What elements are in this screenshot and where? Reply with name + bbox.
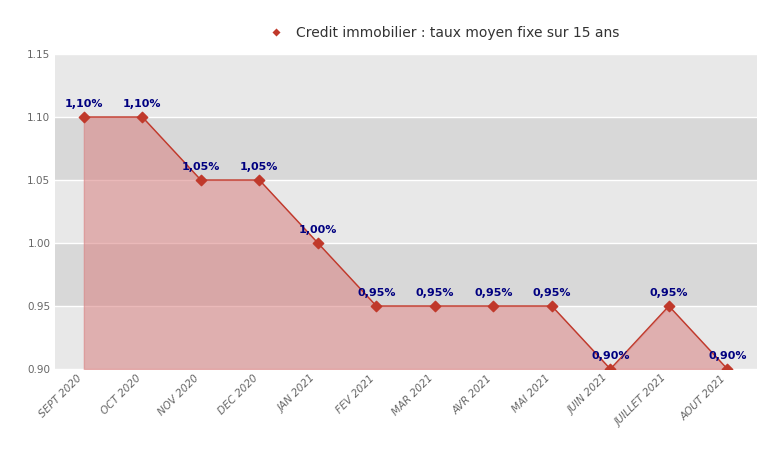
Point xyxy=(195,176,207,184)
Text: 0,95%: 0,95% xyxy=(533,288,571,298)
Point xyxy=(487,302,500,310)
Point xyxy=(136,113,149,121)
Point xyxy=(663,302,675,310)
Text: 1,05%: 1,05% xyxy=(240,162,278,172)
Point xyxy=(78,113,90,121)
Text: 0,95%: 0,95% xyxy=(474,288,512,298)
Point xyxy=(721,365,733,373)
Text: 0,90%: 0,90% xyxy=(591,351,629,361)
Text: 0,95%: 0,95% xyxy=(357,288,395,298)
Bar xyxy=(55,306,757,369)
Bar xyxy=(55,180,757,243)
Text: 1,10%: 1,10% xyxy=(123,99,161,109)
Text: 1,10%: 1,10% xyxy=(65,99,103,109)
Point xyxy=(370,302,383,310)
Text: 0,90%: 0,90% xyxy=(708,351,746,361)
Bar xyxy=(55,117,757,180)
Legend: Credit immobilier : taux moyen fixe sur 15 ans: Credit immobilier : taux moyen fixe sur … xyxy=(257,20,625,45)
Point xyxy=(429,302,441,310)
Text: 0,95%: 0,95% xyxy=(650,288,688,298)
Text: 1,00%: 1,00% xyxy=(299,225,337,235)
Text: 0,95%: 0,95% xyxy=(416,288,454,298)
Bar xyxy=(55,54,757,117)
Point xyxy=(312,239,324,247)
Bar xyxy=(55,243,757,306)
Point xyxy=(604,365,616,373)
Text: 1,05%: 1,05% xyxy=(182,162,220,172)
Point xyxy=(253,176,265,184)
Point xyxy=(546,302,558,310)
